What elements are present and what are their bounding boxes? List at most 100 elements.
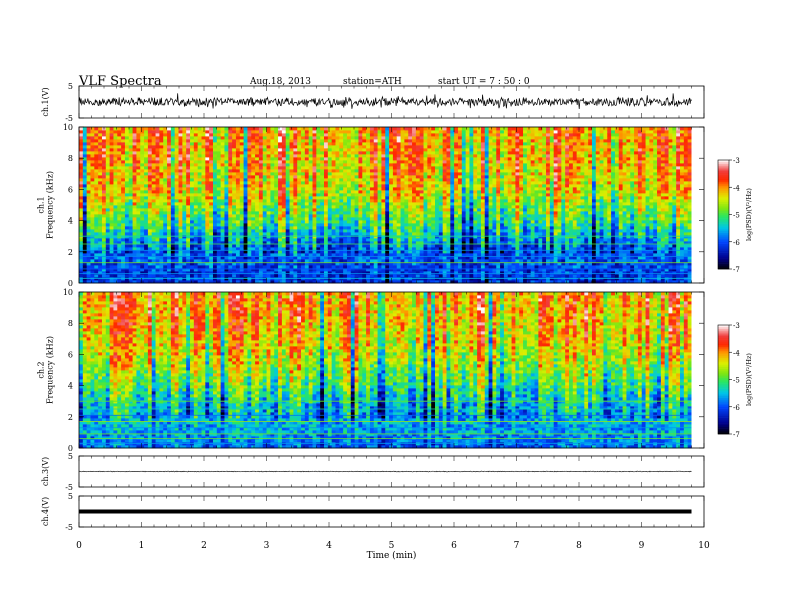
- spectrogram-cell: [415, 199, 421, 203]
- spectrogram-cell: [278, 154, 283, 158]
- spectrogram-cell: [128, 199, 133, 203]
- spectrogram-cell: [228, 157, 233, 161]
- spectrogram-cell: [324, 139, 329, 143]
- spectrogram-cell: [243, 250, 248, 254]
- spectrogram-cell: [381, 271, 386, 275]
- spectrogram-cell: [304, 262, 310, 266]
- spectrogram-cell: [151, 151, 156, 155]
- spectrogram-cell: [358, 136, 363, 140]
- spectrogram-cell: [124, 208, 130, 212]
- spectrogram-cell: [412, 175, 417, 179]
- spectrogram-cell: [331, 244, 336, 248]
- spectrogram-cell: [293, 256, 298, 260]
- spectrogram-cell: [101, 271, 107, 275]
- spectrogram-cell: [182, 184, 187, 188]
- spectrogram-cell: [182, 232, 187, 236]
- spectrogram-cell: [385, 211, 390, 215]
- spectrogram-cell: [174, 274, 179, 278]
- spectrogram-cell: [239, 148, 245, 152]
- spectrogram-cell: [297, 199, 302, 203]
- spectrogram-cell: [381, 247, 386, 251]
- spectrogram-cell: [327, 172, 333, 176]
- spectrogram-cell: [312, 178, 317, 182]
- spectrogram-cell: [339, 274, 344, 278]
- spectrogram-cell: [220, 190, 225, 194]
- spectrogram-cell: [297, 238, 302, 242]
- spectrogram-cell: [262, 259, 267, 263]
- spectrogram-cell: [331, 193, 336, 197]
- spectrogram-cell: [117, 241, 122, 245]
- spectrogram-cell: [216, 268, 222, 272]
- spectrogram-cell: [408, 262, 413, 266]
- spectrogram-cell: [278, 214, 283, 218]
- ch1-waveform-panel: 5-5ch.1(V): [41, 82, 705, 123]
- spectrogram-cell: [140, 223, 145, 227]
- spectrogram-cell: [278, 259, 283, 263]
- spectrogram-cell: [151, 142, 156, 146]
- spectrogram-cell: [98, 199, 103, 203]
- spectrogram-cell: [400, 142, 405, 146]
- spectrogram-cell: [266, 220, 271, 224]
- spectrogram-cell: [109, 262, 114, 266]
- spectrogram-cell: [90, 217, 95, 221]
- spectrogram-cell: [339, 256, 344, 260]
- spectrogram-cell: [327, 232, 333, 236]
- spectrogram-cell: [136, 187, 141, 191]
- spectrogram-cell: [101, 157, 107, 161]
- spectrogram-cell: [144, 274, 149, 278]
- spectrogram-cell: [82, 256, 88, 260]
- spectrogram-cell: [389, 259, 394, 263]
- spectrogram-cell: [408, 166, 413, 170]
- spectrogram-cell: [354, 250, 359, 254]
- spectrogram-cell: [174, 127, 179, 131]
- spectrogram-cell: [285, 214, 290, 218]
- spectrogram-cell: [297, 271, 302, 275]
- spectrogram-cell: [174, 193, 179, 197]
- spectrogram-cell: [232, 232, 237, 236]
- spectrogram-cell: [396, 145, 401, 149]
- spectrogram-cell: [297, 232, 302, 236]
- spectrogram-cell: [320, 223, 325, 227]
- spectrogram-cell: [335, 181, 340, 185]
- spectrogram-cell: [304, 199, 310, 203]
- spectrogram-cell: [369, 223, 375, 227]
- spectrogram-cell: [228, 235, 233, 239]
- spectrogram-cell: [201, 235, 206, 239]
- spectrogram-cell: [140, 139, 145, 143]
- spectrogram-cell: [113, 235, 118, 239]
- spectrogram-cell: [82, 190, 88, 194]
- spectrogram-cell: [396, 172, 401, 176]
- spectrogram-cell: [377, 280, 382, 284]
- spectrogram-cell: [243, 175, 248, 179]
- spectrogram-cell: [82, 145, 88, 149]
- spectrogram-cell: [220, 232, 225, 236]
- spectrogram-cell: [293, 211, 298, 215]
- spectrogram-cell: [163, 178, 168, 182]
- spectrogram-cell: [178, 163, 183, 167]
- spectrogram-cell: [113, 148, 118, 152]
- spectrogram-cell: [113, 253, 118, 257]
- spectrogram-cell: [163, 271, 168, 275]
- spectrogram-cell: [281, 148, 287, 152]
- spectrogram-cell: [400, 193, 405, 197]
- spectrogram-cell: [392, 202, 398, 206]
- spectrogram-cell: [270, 187, 275, 191]
- spectrogram-cell: [404, 229, 409, 233]
- spectrogram-cell: [270, 136, 275, 140]
- spectrogram-cell: [105, 169, 111, 173]
- spectrogram-cell: [343, 214, 348, 218]
- spectrogram-cell: [335, 211, 340, 215]
- spectrogram-cell: [105, 187, 111, 191]
- spectrogram-cell: [167, 142, 172, 146]
- spectrogram-cell: [82, 232, 88, 236]
- spectrogram-cell: [190, 217, 195, 221]
- spectrogram-cell: [404, 148, 409, 152]
- spectrogram-cell: [377, 235, 382, 239]
- spectrogram-cell: [174, 226, 179, 230]
- spectrogram-cell: [140, 235, 145, 239]
- spectrogram-cell: [232, 229, 237, 233]
- spectrogram-cell: [392, 220, 398, 224]
- spectrogram-cell: [297, 169, 302, 173]
- spectrogram-cell: [427, 271, 432, 275]
- spectrogram-cell: [182, 223, 187, 227]
